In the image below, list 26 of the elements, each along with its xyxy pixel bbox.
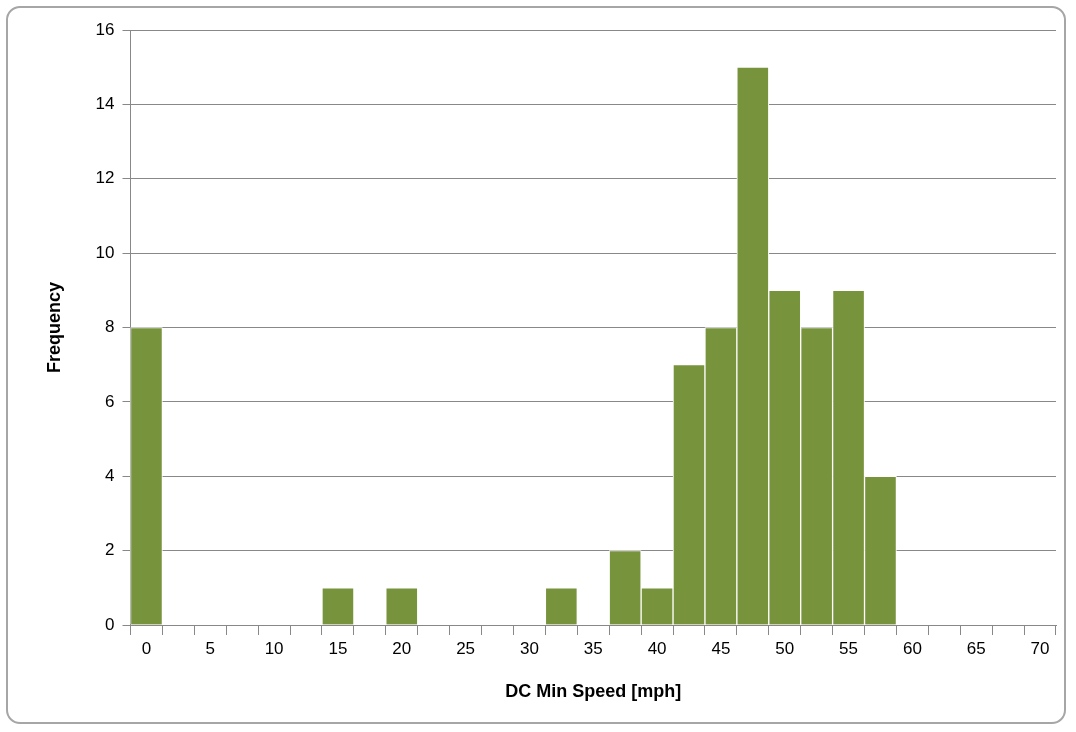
y-tick-label: 14: [95, 94, 115, 114]
y-tick-label: 10: [95, 242, 115, 262]
x-tick-label: 25: [456, 638, 476, 658]
y-axis-title: Frequency: [43, 281, 64, 374]
x-tick-label: 40: [647, 638, 667, 658]
y-tick-label: 4: [105, 465, 115, 485]
x-tick-label: 0: [141, 638, 152, 658]
y-tick-label: 16: [95, 19, 115, 39]
x-tick-label: 35: [583, 638, 603, 658]
y-tick-label: 6: [105, 391, 115, 411]
x-tick-label: 20: [392, 638, 412, 658]
x-tick-label: 60: [902, 638, 922, 658]
x-tick-label: 70: [1030, 638, 1050, 658]
y-tick-label: 2: [105, 540, 115, 560]
x-tick-label: 50: [775, 638, 795, 658]
x-tick-label: 15: [328, 638, 348, 658]
x-tick-label: 5: [205, 638, 216, 658]
y-tick-label: 8: [105, 317, 115, 337]
x-tick-label: 10: [264, 638, 284, 658]
y-tick-label: 0: [105, 614, 115, 634]
x-tick-label: 30: [519, 638, 539, 658]
x-tick-label: 45: [711, 638, 731, 658]
y-tick-label: 12: [95, 168, 115, 188]
x-tick-label: 65: [966, 638, 986, 658]
x-axis-title: DC Min Speed [mph]: [505, 681, 682, 702]
x-tick-label: 55: [839, 638, 859, 658]
